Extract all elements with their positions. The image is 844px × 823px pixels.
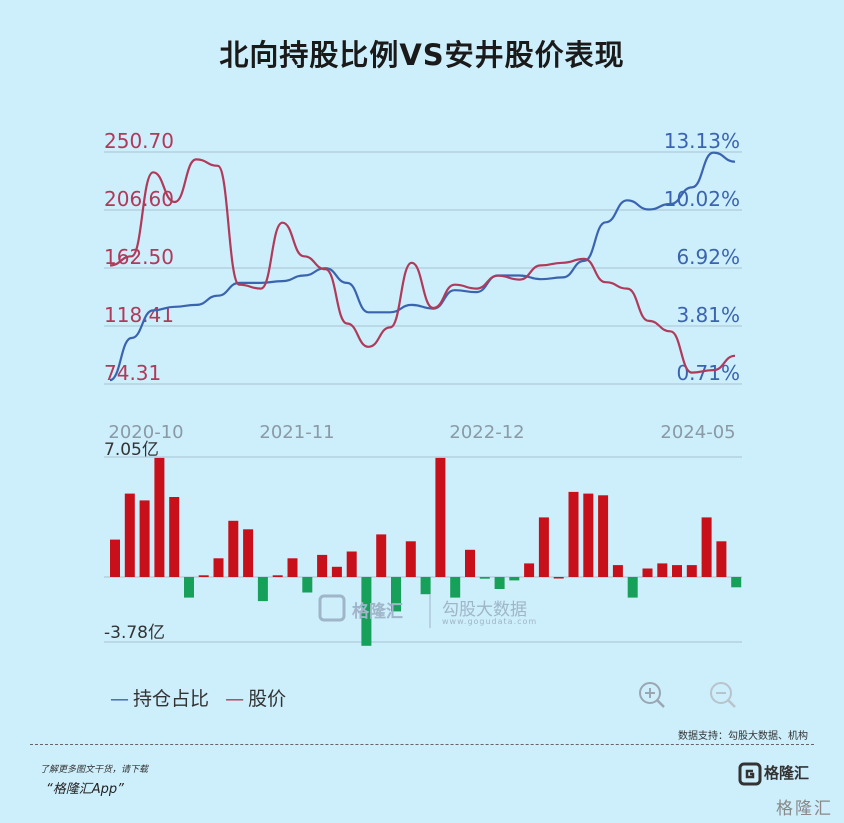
legend: — 持仓占比 — 股价 — [110, 684, 290, 711]
net-flow-bar — [553, 577, 564, 579]
net-flow-bar — [361, 577, 372, 646]
left-tick-label: 206.60 — [104, 187, 174, 211]
net-flow-bar — [524, 563, 535, 577]
promo-line1: 了解更多图文干货，请下载 — [40, 765, 149, 775]
left-tick-label: 74.31 — [104, 361, 161, 385]
divider — [30, 744, 814, 745]
holding-ratio-line — [109, 151, 736, 382]
right-tick-label: 0.71% — [676, 361, 740, 385]
watermark-logo-icon — [318, 594, 346, 622]
net-flow-bar — [302, 577, 313, 593]
net-flow-bar — [612, 565, 623, 577]
net-flow-bar — [568, 491, 579, 577]
net-flow-bar — [376, 534, 387, 577]
net-flow-bar — [287, 558, 298, 577]
x-tick-label: 2021-11 — [259, 422, 334, 443]
net-flow-bar — [154, 457, 165, 577]
logo-text-bottom: 格隆汇 — [776, 799, 833, 819]
net-flow-bar — [391, 577, 401, 612]
net-flow-bar — [465, 549, 475, 577]
promo-line2: “格隆汇App” — [46, 782, 124, 797]
net-flow-bar — [110, 539, 120, 577]
x-tick-label: 2024-05 — [660, 422, 735, 443]
net-flow-bar — [731, 577, 742, 588]
net-flow-bar — [243, 529, 254, 577]
net-flow-bar — [450, 577, 461, 598]
net-flow-bar — [346, 551, 357, 577]
net-flow-bar — [583, 493, 594, 577]
bar-top-label: 7.05亿 — [104, 440, 159, 460]
right-tick-label: 13.13% — [664, 129, 740, 153]
net-flow-bar — [169, 497, 180, 577]
price-line — [109, 158, 736, 374]
zoom-out-icon[interactable] — [708, 680, 738, 710]
net-flow-bar — [686, 565, 697, 577]
bar-bottom-label: -3.78亿 — [104, 623, 165, 643]
net-flow-bar — [435, 457, 446, 577]
net-flow-bar — [228, 520, 239, 577]
net-flow-bar — [139, 500, 150, 577]
net-flow-bar — [479, 577, 490, 579]
right-tick-label: 3.81% — [676, 303, 740, 327]
legend-blue-swatch: — — [110, 688, 129, 710]
net-flow-bar — [657, 563, 668, 577]
net-flow-bar — [598, 495, 609, 577]
net-flow-bar — [198, 575, 209, 577]
zoom-in-icon[interactable] — [637, 680, 667, 710]
net-flow-bar — [405, 541, 416, 577]
chart-title: 北向持股比例VS安井股价表现 — [219, 38, 625, 72]
net-flow-bar — [642, 568, 653, 577]
right-tick-label: 10.02% — [664, 187, 740, 211]
net-flow-bar — [627, 577, 638, 598]
legend-blue-label: 持仓占比 — [133, 688, 210, 710]
net-flow-bar — [420, 577, 431, 595]
data-source: 数据支持：勾股大数据、机构 — [678, 731, 808, 742]
net-flow-bar — [701, 517, 712, 577]
net-flow-bar — [331, 566, 342, 577]
net-flow-bar — [672, 565, 682, 577]
left-tick-label: 118.41 — [104, 303, 174, 327]
legend-red-swatch: — — [225, 688, 245, 710]
net-flow-bar — [716, 541, 727, 577]
watermark-site: www.gogudata.com — [442, 617, 538, 626]
logo-icon — [738, 762, 762, 786]
watermark-brand: 格隆汇 — [352, 602, 403, 622]
net-flow-bar — [317, 554, 328, 577]
right-tick-label: 6.92% — [676, 245, 740, 269]
x-tick-label: 2022-12 — [449, 422, 524, 443]
net-flow-bar — [213, 558, 224, 577]
x-tick-label: 2020-10 — [108, 422, 183, 443]
watermark-brand2: 勾股大数据 — [442, 600, 527, 620]
net-flow-bar — [124, 493, 135, 577]
logo-text: 格隆汇 — [764, 764, 810, 782]
net-flow-bar — [538, 517, 549, 577]
net-flow-bar — [494, 577, 505, 589]
left-tick-label: 250.70 — [104, 129, 174, 153]
net-flow-bar — [272, 575, 283, 577]
net-flow-bar — [509, 577, 520, 581]
net-flow-bar — [257, 577, 268, 602]
net-flow-bar — [184, 577, 194, 598]
legend-red-label: 股价 — [248, 688, 287, 710]
